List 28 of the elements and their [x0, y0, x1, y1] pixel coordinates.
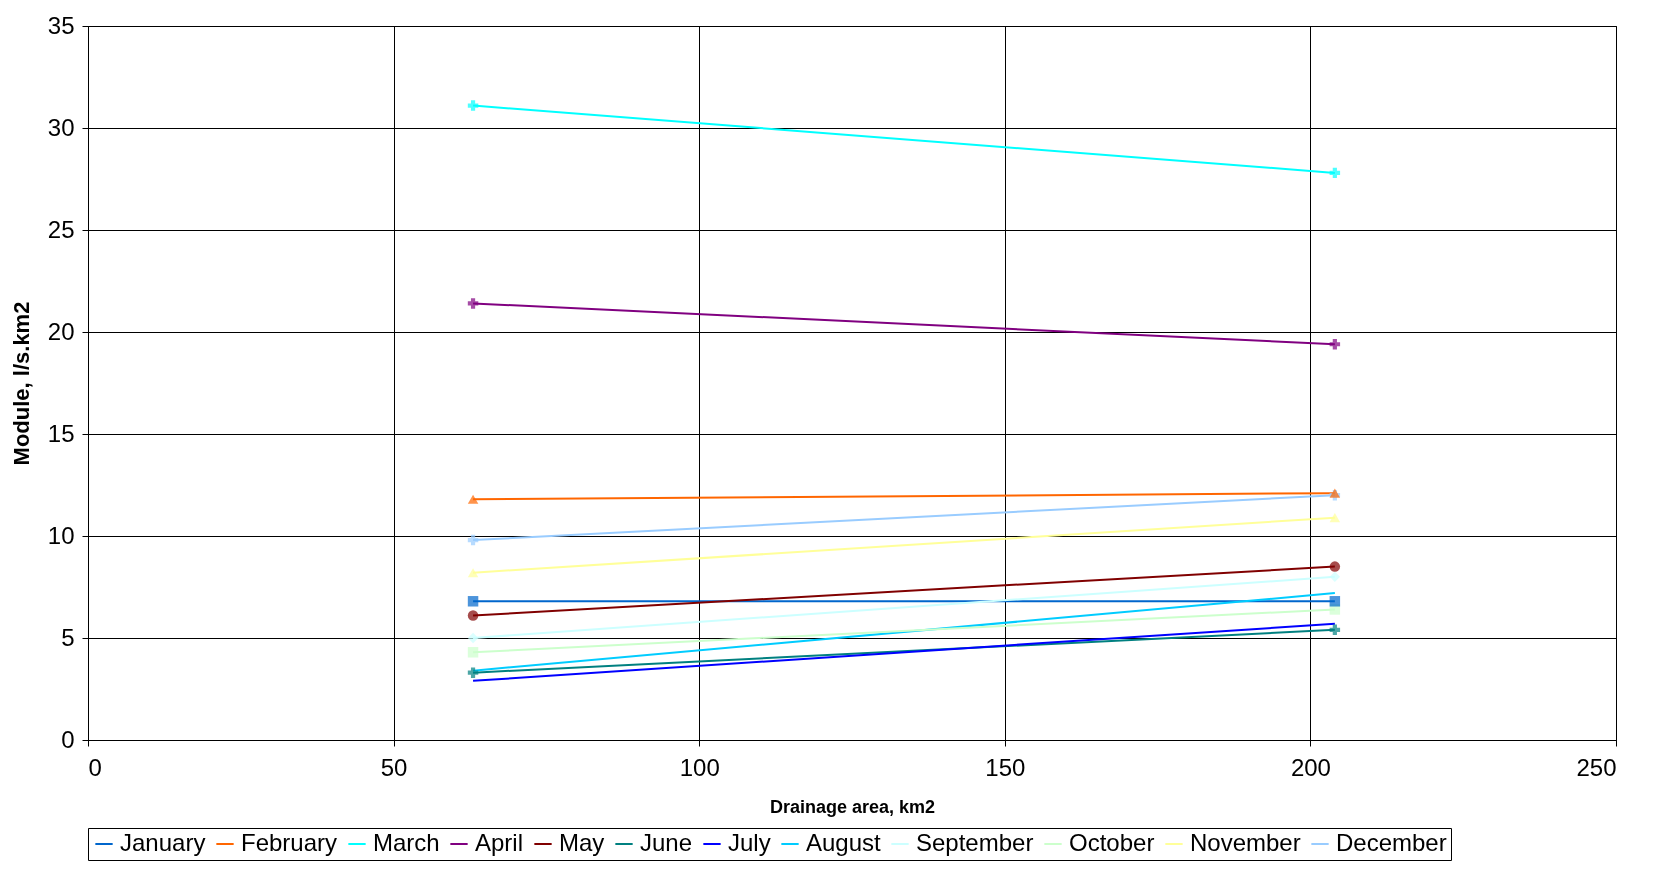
x-tick-label: 250: [1576, 753, 1617, 781]
legend-label: June: [640, 829, 693, 856]
x-axis-title: Drainage area, km2: [769, 796, 936, 817]
y-tick-label: 0: [61, 725, 75, 753]
x-tick-label: 100: [679, 753, 720, 781]
legend-label: September: [916, 829, 1034, 856]
y-tick-label: 5: [61, 623, 75, 651]
x-tick-label: 150: [985, 753, 1026, 781]
x-tick-label: 0: [88, 753, 102, 781]
legend-label: January: [120, 829, 206, 856]
legend-label: November: [1190, 829, 1301, 856]
y-axis-title: Module, l/s.km2: [8, 301, 34, 466]
x-tick-label: 50: [380, 753, 408, 781]
legend-label: July: [728, 829, 771, 856]
legend-label: May: [559, 829, 605, 856]
y-tick-label: 25: [47, 215, 75, 243]
y-tick-label: 15: [47, 419, 75, 447]
legend-label: February: [241, 829, 338, 856]
y-tick-label: 10: [47, 521, 75, 549]
legend-label: October: [1069, 829, 1155, 856]
y-tick-label: 35: [47, 11, 75, 39]
legend-label: April: [475, 829, 524, 856]
legend-label: December: [1336, 829, 1447, 856]
y-tick-label: 20: [47, 317, 75, 345]
legend-label: August: [806, 829, 882, 856]
y-tick-label: 30: [47, 113, 75, 141]
x-tick-label: 200: [1290, 753, 1331, 781]
legend-label: March: [373, 829, 440, 856]
